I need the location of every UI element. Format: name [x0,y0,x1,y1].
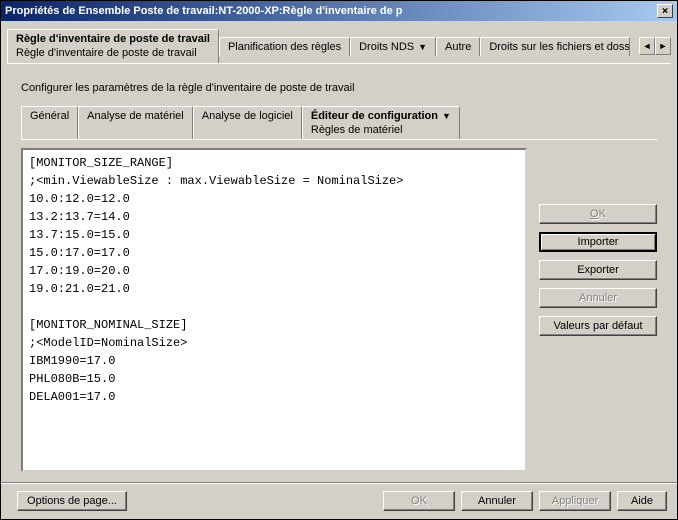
dialog-window: Propriétés de Ensemble Poste de travail:… [0,0,678,520]
subtab-label: Éditeur de configuration [311,110,438,122]
subtab-label: Analyse de matériel [87,110,184,122]
tab-scroll-right-icon[interactable]: ► [655,37,671,55]
tab-panel: Configurer les paramètres de la règle d'… [7,63,671,482]
window-title: Propriétés de Ensemble Poste de travail:… [5,5,403,17]
export-button[interactable]: Exporter [539,260,657,280]
subtab-software-analysis[interactable]: Analyse de logiciel [193,106,302,140]
config-editor-textarea[interactable]: [MONITOR_SIZE_RANGE] ;<min.ViewableSize … [21,148,527,472]
tab-label: Règle d'inventaire de poste de travail [16,33,210,45]
tab-file-rights[interactable]: Droits sur les fichiers et dossiers [480,37,630,56]
main-tabbar: Règle d'inventaire de poste de travail R… [1,21,677,63]
help-button[interactable]: Aide [617,491,667,511]
chevron-down-icon: ▼ [442,111,451,121]
sub-tabbar: Général Analyse de matériel Analyse de l… [21,106,657,140]
subtab-label: Général [30,110,69,122]
tab-sublabel: Règle d'inventaire de poste de travail [16,47,210,59]
chevron-down-icon: ▼ [418,42,427,52]
tab-inventory-rule[interactable]: Règle d'inventaire de poste de travail R… [7,29,219,63]
editor-row: [MONITOR_SIZE_RANGE] ;<min.ViewableSize … [21,139,657,472]
subtab-config-editor[interactable]: Éditeur de configuration ▼ Règles de maté… [302,106,460,140]
import-button[interactable]: Importer [539,232,657,252]
cancel-button[interactable]: Annuler [461,491,533,511]
subtab-general[interactable]: Général [21,106,78,140]
dialog-footer: Options de page... OK Annuler Appliquer … [1,482,677,519]
subtab-label: Analyse de logiciel [202,110,293,122]
config-label: Configurer les paramètres de la règle d'… [21,82,657,94]
editor-ok-button[interactable]: OK [539,204,657,224]
subtab-sublabel: Règles de matériel [311,124,451,136]
close-icon[interactable]: × [657,4,673,18]
tab-label: Planification des règles [228,41,341,53]
page-options-button[interactable]: Options de page... [17,491,127,511]
subtab-hardware-analysis[interactable]: Analyse de matériel [78,106,193,140]
side-buttons: OK Importer Exporter Annuler Valeurs par… [527,148,657,472]
tab-planning[interactable]: Planification des règles [219,37,350,56]
tab-label: Droits NDS [359,41,414,53]
tab-nds-rights[interactable]: Droits NDS ▼ [350,37,436,56]
tab-nav: ◄ ► [639,37,671,55]
tab-other[interactable]: Autre [436,37,480,56]
titlebar: Propriétés de Ensemble Poste de travail:… [1,1,677,21]
defaults-button[interactable]: Valeurs par défaut [539,316,657,336]
ok-button[interactable]: OK [383,491,455,511]
editor-cancel-button[interactable]: Annuler [539,288,657,308]
tab-scroll-left-icon[interactable]: ◄ [639,37,655,55]
apply-button[interactable]: Appliquer [539,491,611,511]
tab-label: Droits sur les fichiers et dossiers [489,41,630,53]
tab-label: Autre [445,41,471,53]
